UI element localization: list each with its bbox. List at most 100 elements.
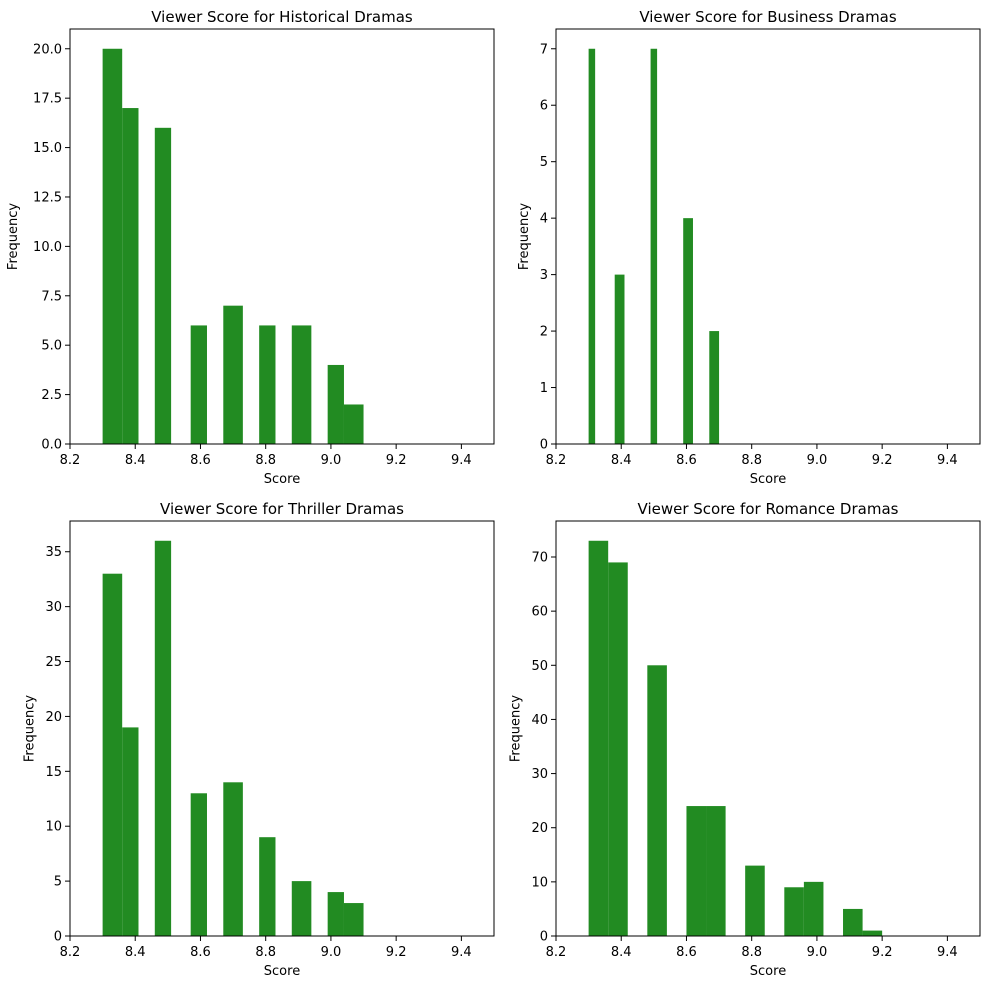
histogram-bar xyxy=(154,127,172,444)
y-tick-label: 10 xyxy=(45,820,62,835)
y-tick-label: 0 xyxy=(54,930,62,945)
y-axis-label: Frequency xyxy=(23,695,38,762)
histogram-bar xyxy=(588,540,609,936)
x-tick-label: 8.2 xyxy=(60,945,81,960)
x-tick-label: 9.0 xyxy=(321,945,342,960)
y-tick-label: 0.0 xyxy=(41,438,62,453)
x-tick-label: 8.4 xyxy=(611,945,632,960)
histogram-bar xyxy=(190,793,207,936)
histogram-bar xyxy=(706,806,726,936)
y-tick-label: 0 xyxy=(540,438,548,453)
histogram-bar xyxy=(102,573,123,936)
histogram-bar xyxy=(327,364,344,444)
y-tick-label: 25 xyxy=(45,655,62,670)
x-tick-label: 8.6 xyxy=(190,945,211,960)
x-tick-label: 9.4 xyxy=(937,453,958,468)
histogram-bar xyxy=(650,48,658,444)
x-tick-label: 9.4 xyxy=(451,945,472,960)
y-tick-label: 6 xyxy=(540,99,548,114)
x-tick-label: 8.6 xyxy=(676,945,697,960)
y-tick-label: 40 xyxy=(531,713,548,728)
histogram-bar xyxy=(259,837,276,936)
y-tick-label: 30 xyxy=(531,767,548,782)
chart-title: Viewer Score for Romance Dramas xyxy=(638,500,899,518)
chart-title: Viewer Score for Thriller Dramas xyxy=(160,500,404,518)
y-tick-label: 7 xyxy=(540,42,548,57)
x-tick-label: 8.8 xyxy=(741,945,762,960)
y-tick-label: 2 xyxy=(540,325,548,340)
x-tick-label: 8.6 xyxy=(190,453,211,468)
x-tick-label: 8.8 xyxy=(255,453,276,468)
x-tick-label: 8.6 xyxy=(676,453,697,468)
axes-frame xyxy=(555,28,981,445)
x-tick-label: 9.2 xyxy=(386,453,407,468)
y-tick-label: 0 xyxy=(540,930,548,945)
axes-frame xyxy=(69,520,495,937)
histogram-bar xyxy=(614,274,625,444)
subplot-3: 8.2 8.4 8.6 8.8 9.0 9.2 9.4 0 5 10 15 20 25 30 35 Viewe… xyxy=(23,500,495,979)
histogram-bar xyxy=(803,881,824,936)
subplot-4: 8.2 8.4 8.6 8.8 9.0 9.2 9.4 0 10 20 30 40 50 60 70 View… xyxy=(509,500,981,979)
histogram-bar xyxy=(102,48,123,444)
y-tick-label: 4 xyxy=(540,212,548,227)
histogram-bar xyxy=(745,865,765,936)
y-tick-label: 35 xyxy=(45,545,62,560)
y-axis-label: Frequency xyxy=(509,695,524,762)
x-tick-label: 9.0 xyxy=(807,453,828,468)
chart-title: Viewer Score for Historical Dramas xyxy=(151,8,413,26)
y-tick-label: 7.5 xyxy=(41,289,62,304)
x-tick-label: 8.4 xyxy=(125,453,146,468)
y-tick-label: 15.0 xyxy=(33,141,62,156)
y-tick-label: 60 xyxy=(531,605,548,620)
histogram-bar xyxy=(223,305,243,444)
x-axis-label: Score xyxy=(264,964,300,979)
histogram-bar xyxy=(122,108,139,445)
x-tick-label: 8.2 xyxy=(60,453,81,468)
y-tick-label: 5 xyxy=(54,875,62,890)
histogram-bar xyxy=(588,48,596,444)
histogram-bar xyxy=(291,881,312,936)
y-tick-label: 20 xyxy=(531,821,548,836)
histogram-bar xyxy=(343,404,364,444)
histogram-bar xyxy=(122,727,139,936)
histogram-bar xyxy=(686,806,707,936)
y-tick-label: 3 xyxy=(540,268,548,283)
histogram-bar xyxy=(647,665,667,936)
x-tick-label: 8.4 xyxy=(125,945,146,960)
y-tick-label: 20 xyxy=(45,710,62,725)
y-axis-label: Frequency xyxy=(6,203,21,270)
x-tick-label: 9.0 xyxy=(807,945,828,960)
x-tick-label: 9.2 xyxy=(386,945,407,960)
axes-frame xyxy=(555,520,981,937)
y-tick-label: 10.0 xyxy=(33,240,62,255)
y-tick-label: 20.0 xyxy=(33,42,62,57)
y-tick-label: 17.5 xyxy=(33,92,62,107)
histogram-bar xyxy=(327,892,344,936)
x-axis-label: Score xyxy=(750,472,786,487)
x-tick-label: 8.4 xyxy=(611,453,632,468)
y-tick-label: 1 xyxy=(540,381,548,396)
x-axis-label: Score xyxy=(264,472,300,487)
x-tick-label: 8.2 xyxy=(546,945,567,960)
histogram-bar xyxy=(223,782,243,936)
y-tick-label: 10 xyxy=(531,875,548,890)
y-tick-label: 5.0 xyxy=(41,339,62,354)
histogram-bar xyxy=(190,325,207,444)
x-tick-label: 9.4 xyxy=(451,453,472,468)
histogram-bar xyxy=(343,903,364,936)
x-tick-label: 9.2 xyxy=(872,453,893,468)
y-tick-label: 50 xyxy=(531,659,548,674)
x-tick-label: 8.8 xyxy=(255,945,276,960)
y-tick-label: 12.5 xyxy=(33,190,62,205)
histogram-bar xyxy=(291,325,312,444)
x-axis-label: Score xyxy=(750,964,786,979)
y-tick-label: 2.5 xyxy=(41,388,62,403)
subplot-2: 8.2 8.4 8.6 8.8 9.0 9.2 9.4 0 1 2 3 4 5 6 7 Viewer Scor… xyxy=(517,8,981,487)
y-axis-label: Frequency xyxy=(517,203,532,270)
y-tick-label: 30 xyxy=(45,600,62,615)
x-tick-label: 8.2 xyxy=(546,453,567,468)
chart-title: Viewer Score for Business Dramas xyxy=(639,8,897,26)
x-tick-label: 9.0 xyxy=(321,453,342,468)
